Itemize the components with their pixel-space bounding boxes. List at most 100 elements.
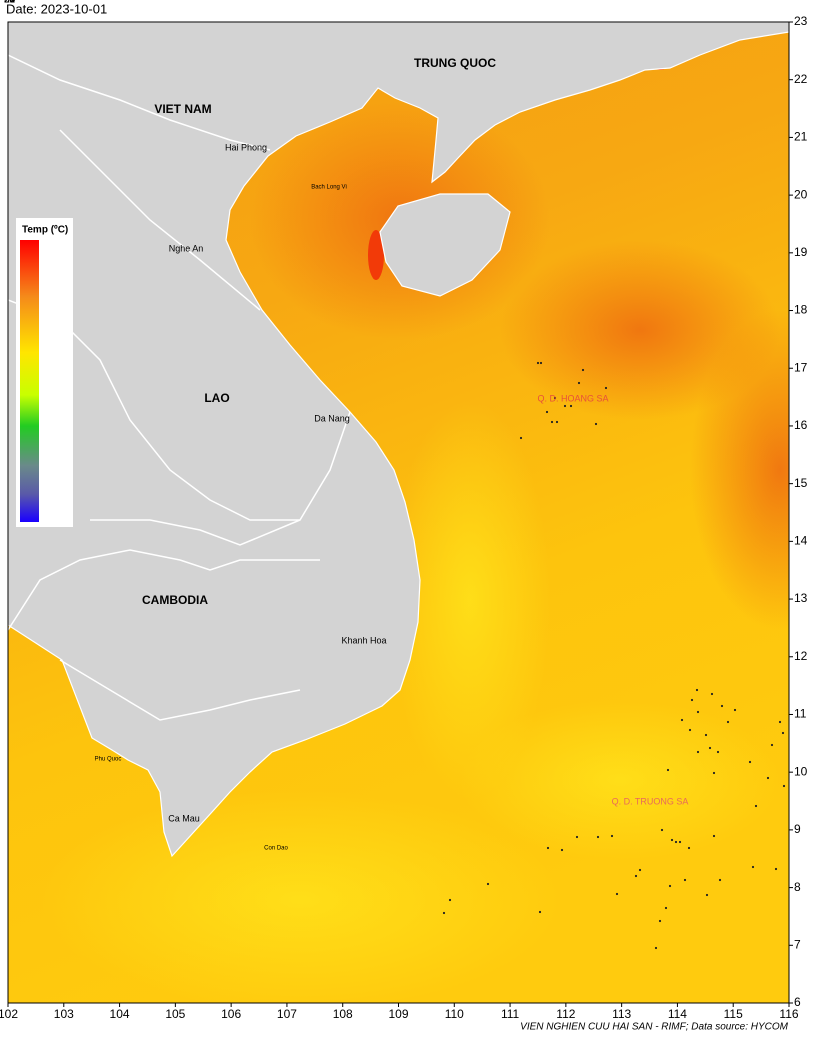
axes: 102 103 104 105 106 107 108 109 110 111 112 113 114 1… [0, 14, 808, 1021]
island [596, 835, 600, 839]
place-label: Nghe An [169, 243, 204, 253]
island [555, 420, 559, 424]
y-tick-label: 12 [794, 649, 808, 663]
island [781, 731, 785, 735]
island [486, 882, 490, 886]
legend-title: Temp (ºC) [22, 225, 68, 236]
island [668, 884, 672, 888]
island [720, 704, 724, 708]
x-tick-label: 116 [779, 1007, 798, 1021]
island [536, 361, 540, 365]
island [674, 840, 678, 844]
place-label: Q. D. HOANG SA [537, 393, 608, 403]
x-tick-label: 107 [277, 1007, 297, 1021]
y-tick-label: 14 [794, 534, 808, 548]
island [664, 906, 668, 910]
colorbar-tick-label: 26 [4, 0, 16, 6]
island [634, 874, 638, 878]
island [538, 910, 542, 914]
colorbar [20, 240, 39, 522]
island [594, 422, 598, 426]
colorbar-tick-label: 29 [4, 0, 16, 6]
mainland [8, 22, 789, 858]
y-tick-label: 10 [794, 764, 808, 778]
island [442, 911, 446, 915]
island [654, 946, 658, 950]
island [716, 750, 720, 754]
y-tick-label: 19 [794, 245, 808, 259]
place-label: Ca Mau [168, 813, 200, 823]
island [666, 768, 670, 772]
footer: VIEN NGHIEN CUU HAI SAN - RIMF; Data sou… [520, 1022, 788, 1033]
island [553, 396, 557, 400]
place-label: VIET NAM [154, 102, 211, 116]
island [766, 776, 770, 780]
place-label: Da Nang [314, 413, 350, 423]
island [690, 698, 694, 702]
place-labels: TRUNG QUOC VIET NAM Hai Phong Bach Long Vi N… [95, 56, 689, 851]
island [704, 733, 708, 737]
y-tick-label: 20 [794, 187, 808, 201]
y-tick-label: 16 [794, 418, 808, 432]
date-label: Date: 2023-10-01 [6, 1, 107, 16]
island [774, 867, 778, 871]
island [754, 804, 758, 808]
map-area [8, 22, 789, 1003]
cool-patch [40, 790, 560, 1003]
y-tick-label: 8 [794, 880, 801, 894]
island [670, 838, 674, 842]
island [688, 728, 692, 732]
x-tick-label: 104 [110, 1007, 130, 1021]
border [8, 54, 351, 721]
hainan [379, 193, 511, 297]
colorbar-tick-label: 24 [4, 0, 16, 6]
x-tick-label: 108 [333, 1007, 353, 1021]
island [448, 898, 452, 902]
island [610, 834, 614, 838]
y-tick-label: 11 [794, 707, 807, 721]
x-tick-label: 115 [724, 1007, 743, 1021]
island [710, 692, 714, 696]
island [604, 386, 608, 390]
y-tick-label: 9 [794, 822, 801, 836]
place-label: TRUNG QUOC [414, 56, 496, 70]
colorbar-tick-label: 27 [4, 0, 16, 6]
colorbar-tick-label: 30 [4, 0, 16, 6]
island [718, 878, 722, 882]
island [733, 708, 737, 712]
y-tick-label: 21 [794, 130, 808, 144]
island [726, 720, 730, 724]
island [545, 410, 549, 414]
y-tick-label: 23 [794, 14, 808, 28]
y-tick-label: 22 [794, 72, 808, 86]
island [770, 743, 774, 747]
island [696, 750, 700, 754]
place-label: Hai Phong [225, 142, 267, 152]
cool-patch [460, 700, 780, 860]
place-label: Phu Quoc [95, 757, 122, 763]
colorbar-tick-label: 25 [4, 0, 16, 6]
place-label: Bach Long Vi [311, 185, 347, 191]
island [695, 688, 699, 692]
island [782, 784, 786, 788]
island [705, 893, 709, 897]
island [687, 846, 691, 850]
y-tick-label: 15 [794, 476, 808, 490]
x-tick-label: 113 [612, 1007, 631, 1021]
place-label: Khanh Hoa [341, 635, 386, 645]
x-tick-label: 112 [556, 1007, 575, 1021]
y-tick-label: 18 [794, 303, 808, 317]
x-tick-label: 105 [165, 1007, 185, 1021]
island [660, 828, 664, 832]
island [712, 771, 716, 775]
x-tick-label: 106 [221, 1007, 241, 1021]
place-label: LAO [204, 391, 229, 405]
y-tick-label: 17 [794, 360, 808, 374]
y-tick-label: 13 [794, 591, 808, 605]
island [560, 848, 564, 852]
island [550, 420, 554, 424]
warm-patch [500, 240, 780, 420]
island [575, 835, 579, 839]
